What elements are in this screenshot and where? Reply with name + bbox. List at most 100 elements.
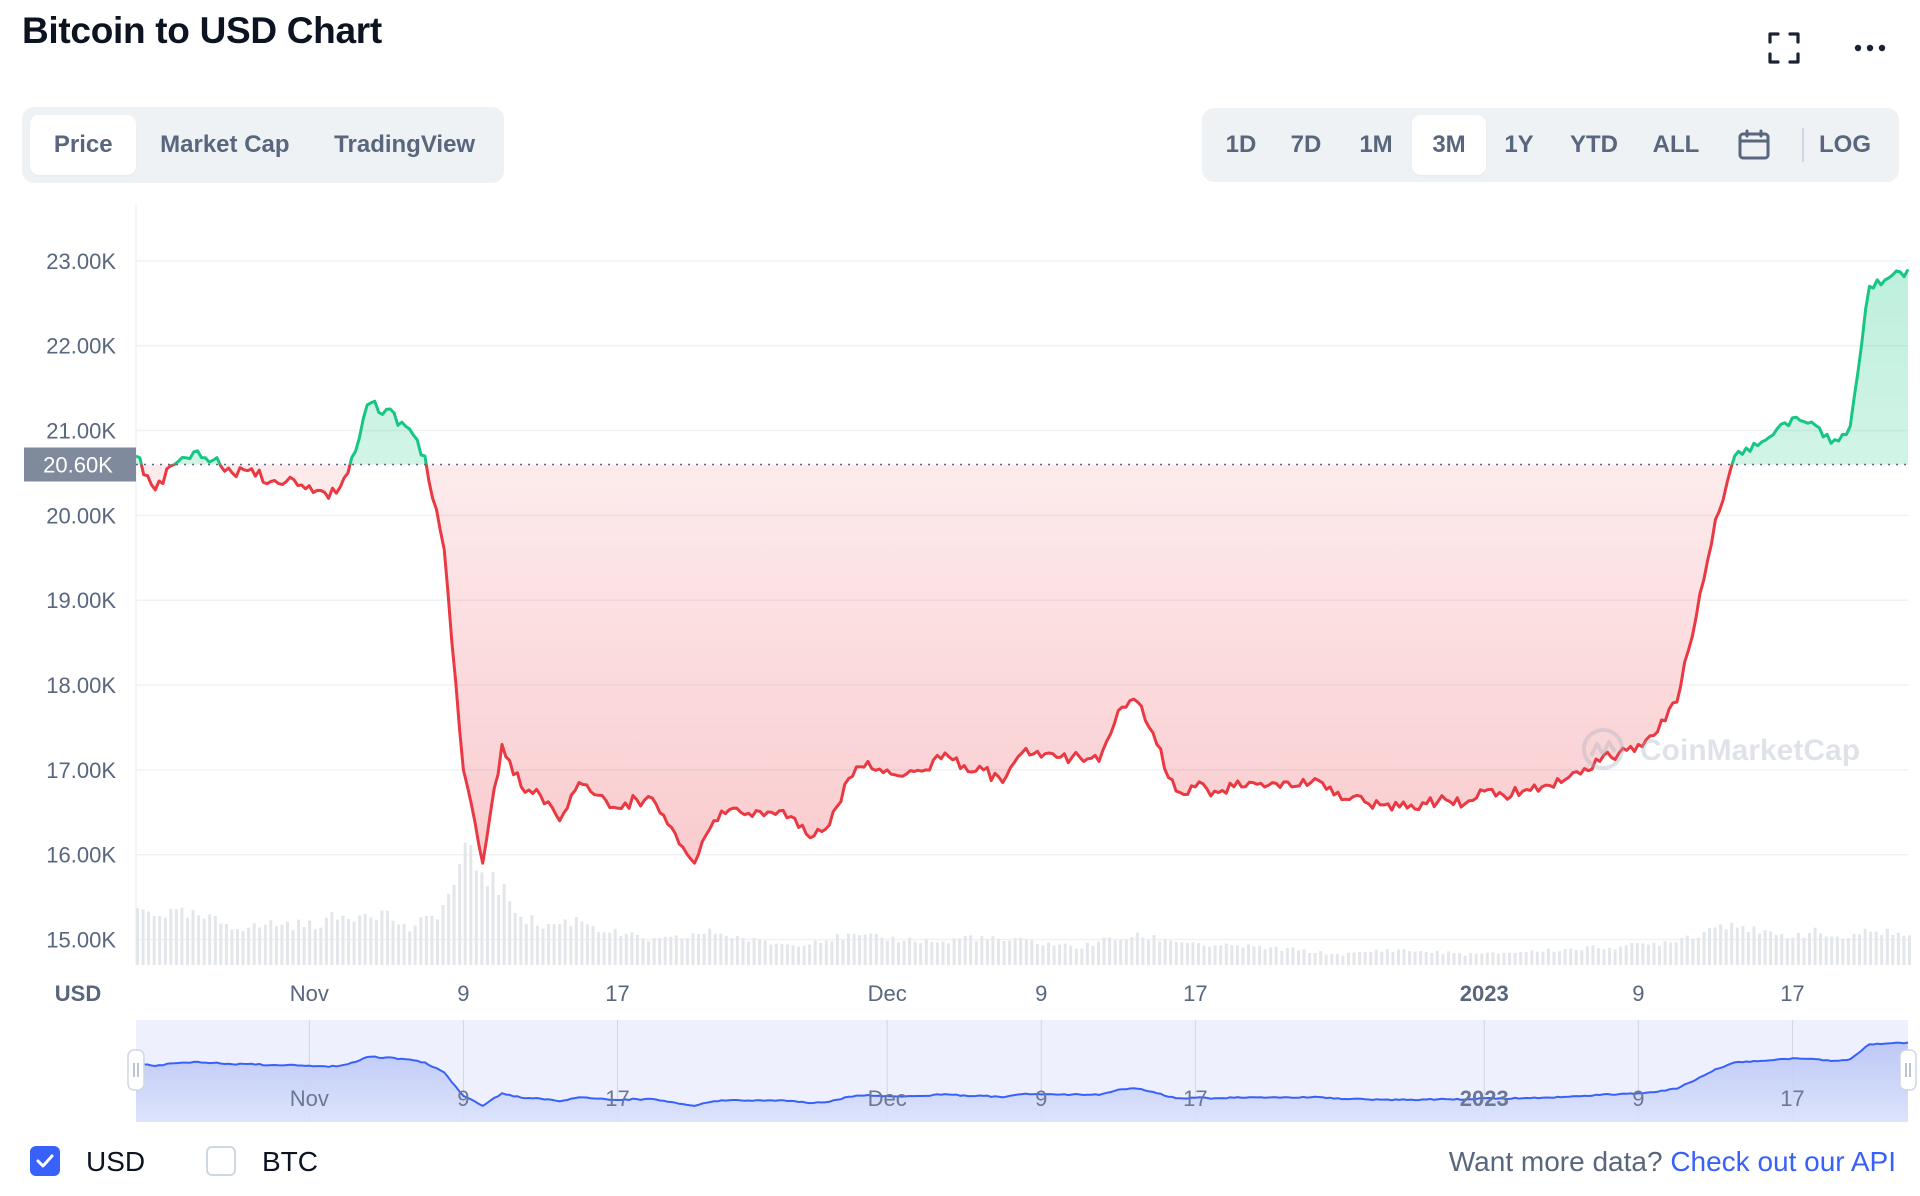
volume-bar xyxy=(458,864,462,965)
volume-bar xyxy=(569,926,573,965)
volume-bar xyxy=(1680,937,1684,965)
volume-bar xyxy=(619,936,623,965)
chart-type-tabs: Price Market Cap TradingView xyxy=(22,107,504,183)
volume-bar xyxy=(947,943,950,965)
volume-bar xyxy=(1741,926,1745,965)
y-tick-label: 15.00K xyxy=(46,928,116,953)
range-1d[interactable]: 1D xyxy=(1225,131,1257,158)
volume-bar xyxy=(197,915,201,965)
volume-bar xyxy=(1835,936,1839,965)
volume-bar xyxy=(380,910,384,965)
volume-bar xyxy=(1441,954,1445,965)
volume-bar xyxy=(1780,933,1784,965)
log-scale-toggle[interactable]: LOG xyxy=(1819,131,1871,158)
navigator-left-handle[interactable] xyxy=(127,1049,145,1091)
volume-bar xyxy=(824,940,828,965)
volume-bar xyxy=(1841,938,1845,965)
volume-bar xyxy=(852,933,856,965)
volume-bar xyxy=(819,943,823,965)
volume-bar xyxy=(1574,950,1578,965)
price-areas xyxy=(136,269,1908,864)
volume-bar xyxy=(1513,953,1517,965)
usd-checkbox[interactable] xyxy=(30,1146,60,1176)
tab-price[interactable]: Price xyxy=(30,115,137,175)
volume-bar xyxy=(213,916,217,965)
volume-bar xyxy=(1658,945,1661,965)
volume-bar xyxy=(1219,945,1223,965)
volume-bar xyxy=(1458,953,1462,965)
volume-bar xyxy=(1230,945,1234,965)
range-1y[interactable]: 1Y xyxy=(1504,131,1534,158)
volume-bar xyxy=(1063,943,1067,965)
volume-bar xyxy=(1147,939,1150,965)
x-tick-label: Dec xyxy=(868,981,907,1006)
fullscreen-button[interactable] xyxy=(1762,26,1806,70)
volume-bar xyxy=(1102,937,1106,965)
volume-bar xyxy=(1474,953,1478,965)
volume-bar xyxy=(1696,937,1700,965)
btc-checkbox[interactable] xyxy=(206,1146,236,1176)
volume-bar xyxy=(1224,943,1228,965)
range-all[interactable]: ALL xyxy=(1652,131,1700,158)
volume-bar xyxy=(141,909,145,965)
volume-bar xyxy=(186,917,189,965)
volume-bar xyxy=(624,933,628,965)
volume-bar xyxy=(1263,949,1267,965)
price-line-down[interactable] xyxy=(136,269,1908,865)
volume-bar xyxy=(952,938,956,965)
volume-bar xyxy=(1646,944,1650,965)
volume-bar xyxy=(1185,943,1189,965)
navigator-tick-label: Dec xyxy=(868,1086,907,1111)
api-link[interactable]: Check out our API xyxy=(1670,1146,1896,1177)
navigator-area xyxy=(136,1042,1908,1122)
volume-bar xyxy=(1624,945,1628,965)
volume-bar xyxy=(980,936,984,965)
volume-bar xyxy=(1158,941,1162,965)
tab-market-cap[interactable]: Market Cap xyxy=(160,131,290,158)
range-3m[interactable]: 3M xyxy=(1412,115,1486,175)
volume-bar xyxy=(1708,928,1711,965)
volume-bar xyxy=(669,936,673,965)
page-title: Bitcoin to USD Chart xyxy=(22,10,382,51)
volume-bar xyxy=(802,945,806,965)
volume-bar xyxy=(1319,951,1323,965)
range-ytd[interactable]: YTD xyxy=(1570,131,1618,158)
volume-bar xyxy=(463,842,467,965)
fullscreen-icon xyxy=(1768,32,1800,64)
more-options-button[interactable] xyxy=(1848,26,1892,70)
volume-bar xyxy=(230,929,234,965)
range-1m[interactable]: 1M xyxy=(1359,131,1393,158)
volume-bar xyxy=(1363,952,1367,965)
volume-bar xyxy=(1485,952,1489,965)
y-tick-label: 21.00K xyxy=(46,419,116,444)
navigator-tick-label: Nov xyxy=(290,1086,329,1111)
volume-bar xyxy=(252,923,256,965)
volume-bar xyxy=(1580,950,1584,965)
volume-bar xyxy=(958,938,962,965)
date-picker-button[interactable] xyxy=(1716,115,1792,175)
volume-bar xyxy=(269,920,273,965)
navigator-right-handle[interactable] xyxy=(1899,1049,1917,1091)
tab-tradingview[interactable]: TradingView xyxy=(334,131,476,158)
volume-bar xyxy=(941,941,945,965)
volume-bar xyxy=(497,895,501,965)
volume-bar xyxy=(1124,939,1128,965)
volume-bar xyxy=(1630,943,1634,965)
x-axis: Nov 9 17 Dec 9 17 2023 9 17 xyxy=(290,981,1805,1006)
more-data-text: Want more data? xyxy=(1448,1146,1663,1177)
volume-bar xyxy=(297,919,301,965)
range-navigator: Nov 9 17 Dec 9 17 2023 9 17 xyxy=(127,1020,1917,1122)
volume-bar xyxy=(1424,951,1428,965)
range-7d[interactable]: 7D xyxy=(1290,131,1322,158)
volume-bar xyxy=(1052,945,1056,965)
navigator-tick-label: 17 xyxy=(1780,1086,1804,1111)
price-chart[interactable]: 20.60K 15.00K 16.00K 17.00K 18.00K 19.00K 20.… xyxy=(0,0,1920,1130)
y-tick-label: 17.00K xyxy=(46,758,116,783)
volume-bar xyxy=(697,934,700,965)
volume-bar xyxy=(602,932,606,965)
volume-bar xyxy=(641,938,645,965)
volume-bar xyxy=(1535,951,1539,965)
volume-bar xyxy=(1285,948,1289,965)
volume-bar xyxy=(702,933,706,965)
volume-bar xyxy=(1041,945,1045,965)
